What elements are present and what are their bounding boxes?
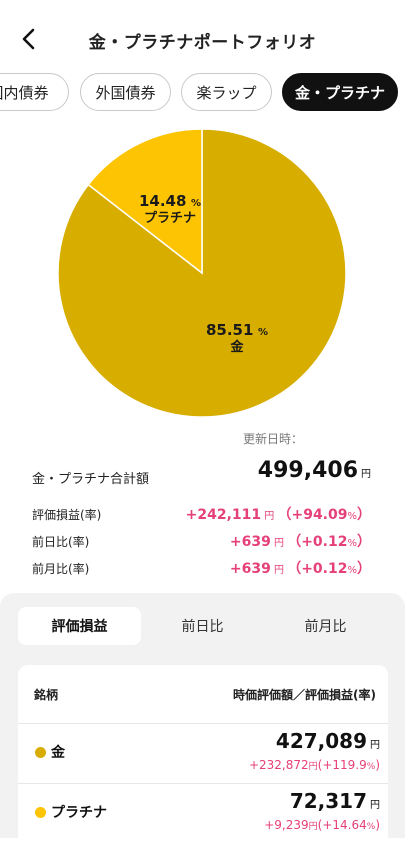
column-header-name: 銘柄 [34,688,59,702]
summary-row-value: +639 円 （+0.12%） [229,534,371,550]
table-header: 銘柄 時価評価額／評価損益(率) [18,665,388,724]
segment-monthly[interactable]: 前月比 [304,619,347,635]
holdings-table: 銘柄 時価評価額／評価損益(率) 金 427,089 円 +232,872円(+1… [18,665,388,855]
metric-segmented-control: 評価損益 前日比 前月比 [18,607,388,645]
summary-row-value: +242,111 円 （+94.09%） [185,507,371,523]
holding-name: 金 [51,745,65,761]
page-title: 金・プラチナポートフォリオ [88,33,317,53]
tab-foreign-bonds[interactable]: 外国債券 [80,73,171,111]
holding-amount: 72,317 円 [289,789,380,813]
pie-label-platinum: 14.48 % プラチナ [138,192,201,227]
tab-gold-platinum[interactable]: 金・プラチナ [282,73,398,111]
gold-dot-icon [35,747,46,758]
back-button[interactable] [14,24,44,54]
holdings-panel: 評価損益 前日比 前月比 銘柄 時価評価額／評価損益(率) 金 427,089 円… [0,593,405,855]
table-row[interactable]: プラチナ 72,317 円 +9,239円(+14.64%) [18,783,388,843]
tab-domestic-bonds[interactable]: 国内債券 [0,73,69,111]
pie-svg [57,128,347,418]
pie-slice-platinum [87,128,203,275]
allocation-pie-chart: 14.48 % プラチナ 85.51 % 金 [0,118,405,428]
segment-valuation[interactable]: 評価損益 [18,607,141,645]
pie-label-gold: 85.51 % 金 [205,321,268,356]
column-header-value: 時価評価額／評価損益(率) [233,688,376,702]
holding-amount: 427,089 円 [275,729,380,753]
total-label: 金・プラチナ合計額 [32,472,150,487]
table-row[interactable]: 金 427,089 円 +232,872円(+119.9%) [18,723,388,784]
total-value: 499,406 円 [257,458,371,483]
platinum-dot-icon [35,807,46,818]
holding-name: プラチナ [51,805,107,821]
summary-row-label: 前月比(率) [32,562,90,576]
holding-profit: +9,239円(+14.64%) [264,818,380,832]
segment-daily[interactable]: 前日比 [181,619,224,635]
chevron-left-icon [22,28,35,50]
summary-row-value: +639 円 （+0.12%） [229,561,371,577]
holding-profit: +232,872円(+119.9%) [248,758,380,772]
updated-time-label: 更新日時： [243,432,304,446]
summary-row-label: 評価損益(率) [32,508,102,522]
category-tabs: 国内債券 外国債券 楽ラップ 金・プラチナ [0,73,405,115]
header: 金・プラチナポートフォリオ [0,0,405,70]
summary-row-label: 前日比(率) [32,535,90,549]
tab-rakuwrap[interactable]: 楽ラップ [181,73,272,111]
